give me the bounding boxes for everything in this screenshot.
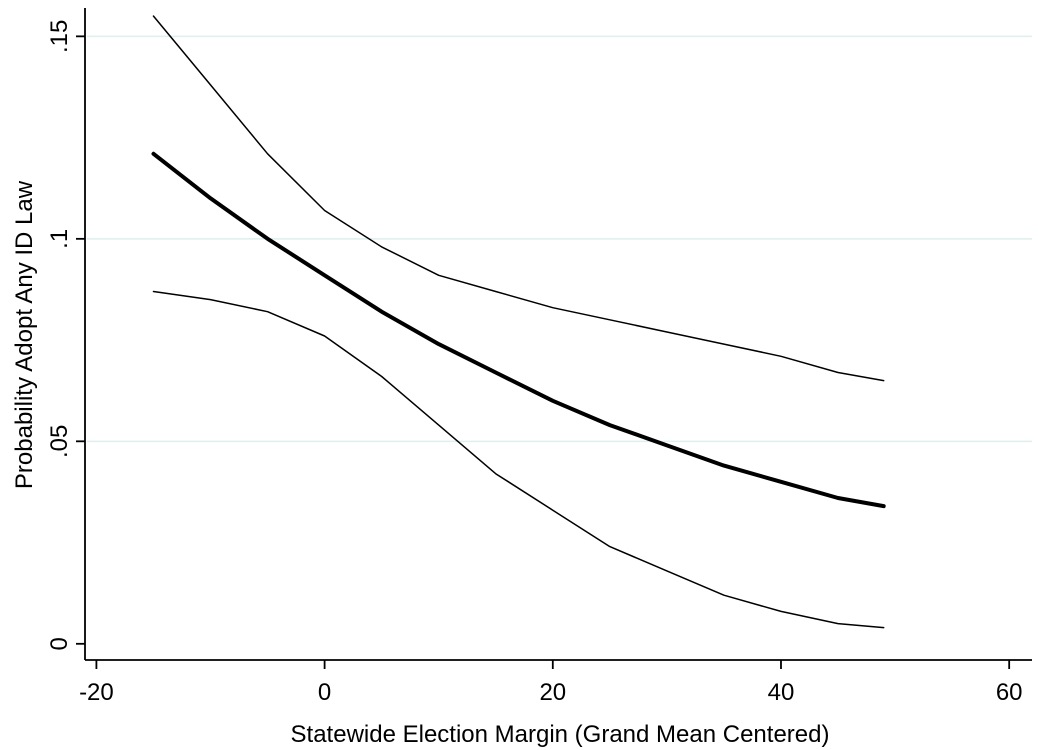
x-tick-label-3: 40: [768, 679, 795, 706]
x-tick-label-2: 20: [539, 679, 566, 706]
y-tick-label-0: 0: [46, 637, 73, 650]
series-line-lower-ci: [152, 290, 885, 629]
x-tick-label-1: 0: [318, 679, 331, 706]
y-tick-label-1: .05: [46, 425, 73, 458]
series-line-estimate: [151, 151, 886, 509]
gridlines: [87, 35, 1032, 443]
series-lines: [151, 15, 886, 629]
y-tick-label-3: .15: [46, 20, 73, 53]
x-tick-label-4: 60: [996, 679, 1023, 706]
x-axis-title: Statewide Election Margin (Grand Mean Ce…: [291, 721, 830, 748]
y-axis-title: Probability Adopt Any ID Law: [11, 180, 38, 489]
series-line-upper-ci: [152, 15, 885, 382]
tick-labels: 0 .05 .1 .15 -20 0 20 40 60: [46, 20, 1023, 706]
y-tick-label-2: .1: [46, 229, 73, 249]
x-tick-label-0: -20: [79, 679, 114, 706]
axes: [76, 8, 1032, 669]
